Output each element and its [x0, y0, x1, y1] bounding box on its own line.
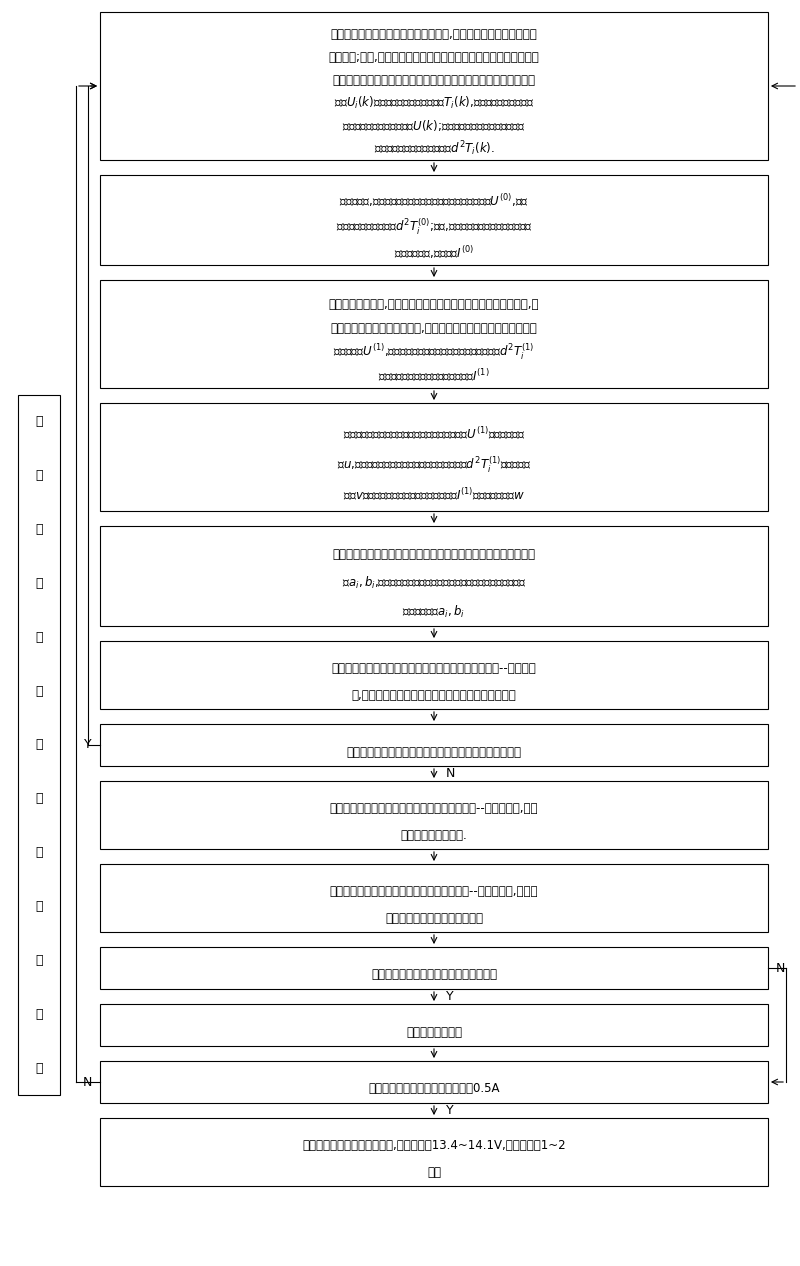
Text: N: N — [82, 1076, 92, 1089]
Bar — [18, 395, 60, 1095]
Text: 小时: 小时 — [427, 1166, 441, 1179]
Bar — [100, 724, 768, 766]
Text: 铅酸蓄电池端电压,各单格温升变化率和充电电流的周期采样序列,分: 铅酸蓄电池端电压,各单格温升变化率和充电电流的周期采样序列,分 — [329, 298, 539, 310]
Text: 利用铅酸蓄电池充电电流的等维递补灰色单变量--阶预测模型,进行: 利用铅酸蓄电池充电电流的等维递补灰色单变量--阶预测模型,进行 — [330, 801, 538, 815]
Text: 获得铅酸蓄电池端电压的灰色一次累加生成序列$U^{(1)}$的均值生成序: 获得铅酸蓄电池端电压的灰色一次累加生成序列$U^{(1)}$的均值生成序 — [342, 425, 526, 442]
Text: 别进行灰色一次累加生成处理,得到铅酸蓄电池端电压的灰色一次累: 别进行灰色一次累加生成处理,得到铅酸蓄电池端电压的灰色一次累 — [330, 322, 538, 334]
Bar — [100, 863, 768, 932]
Bar — [100, 781, 768, 849]
Text: 电池充电电流,得到序列$I^{(0)}$: 电池充电电流,得到序列$I^{(0)}$ — [394, 243, 474, 261]
Text: 利用铅酸蓄电池端电压的等维递补灰色二变量--阶预测模型,进行铅: 利用铅酸蓄电池端电压的等维递补灰色二变量--阶预测模型,进行铅 — [330, 885, 538, 898]
Text: 电: 电 — [35, 577, 42, 590]
Text: 池: 池 — [35, 630, 42, 644]
Text: 各单格温升变化率的跟踪预测结果之差是否超出限定误差: 各单格温升变化率的跟踪预测结果之差是否超出限定误差 — [346, 746, 522, 758]
Text: 加生成序列$U^{(1)}$,各单格温升变化率的灰色一次累加生成序列$d^2T_i^{(1)}$: 加生成序列$U^{(1)}$,各单格温升变化率的灰色一次累加生成序列$d^2T_… — [334, 342, 534, 362]
Text: 序列$v$和充电电流的灰色一次累加生成序列$I^{(1)}$的均值生成序列$w$: 序列$v$和充电电流的灰色一次累加生成序列$I^{(1)}$的均值生成序列$w$ — [343, 487, 525, 504]
Text: 模块通过总线通信传输过来的某采样时刻的铅酸蓄电池的各单格端: 模块通过总线通信传输过来的某采样时刻的铅酸蓄电池的各单格端 — [333, 73, 535, 87]
Text: 适: 适 — [35, 900, 42, 913]
Bar — [100, 1061, 768, 1103]
Text: 格温升变化率采样序列$d^2T_i^{(0)}$;同时,在充电回路中定周期采样铅酸蓄: 格温升变化率采样序列$d^2T_i^{(0)}$;同时,在充电回路中定周期采样铅… — [335, 216, 533, 237]
Text: 铅: 铅 — [35, 415, 42, 428]
Bar — [100, 280, 768, 387]
Text: 进行充电;同时,充电器的微处理模块根据铅酸蓄电池各单格检测电路: 进行充电;同时,充电器的微处理模块根据铅酸蓄电池各单格检测电路 — [329, 51, 539, 65]
Text: 应: 应 — [35, 953, 42, 967]
Text: 利用铅酸蓄电池单格温升变化率的等维递补灰色单变量--阶预测模: 利用铅酸蓄电池单格温升变化率的等维递补灰色单变量--阶预测模 — [332, 662, 536, 675]
Text: 蓄: 蓄 — [35, 523, 42, 536]
Text: Y: Y — [84, 738, 92, 752]
Text: 需的灰作用量$a_i,b_i$: 需的灰作用量$a_i,b_i$ — [402, 604, 466, 620]
Text: 计算铅酸蓄电池各单格温升变化率进行灰色预测跟踪所需的灰作用: 计算铅酸蓄电池各单格温升变化率进行灰色预测跟踪所需的灰作用 — [333, 548, 535, 561]
Text: 酸: 酸 — [35, 470, 42, 482]
Bar — [100, 175, 768, 265]
Text: 型,进行铅酸蓄电池各单格温升变化率的灰色预测跟踪: 型,进行铅酸蓄电池各单格温升变化率的灰色预测跟踪 — [352, 689, 516, 701]
Bar — [100, 1004, 768, 1046]
Bar — [100, 403, 768, 511]
Bar — [100, 11, 768, 160]
Text: 电压$U_i(k)$和铅酸蓄电池的各单格温度$T_i(k)$,按制高原则确定此采样: 电压$U_i(k)$和铅酸蓄电池的各单格温度$T_i(k)$,按制高原则确定此采… — [334, 95, 534, 111]
Text: 自: 自 — [35, 846, 42, 860]
Text: 控: 控 — [35, 1008, 42, 1020]
Text: 充电器按照事先设定的慢脉冲充电方式,以预先设定的初始充电电流: 充电器按照事先设定的慢脉冲充电方式,以预先设定的初始充电电流 — [330, 28, 538, 42]
Text: N: N — [776, 961, 786, 975]
Text: 酸蓄电池端电压的灰色跟踪预测: 酸蓄电池端电压的灰色跟踪预测 — [385, 912, 483, 925]
Text: 启动短时放电操作: 启动短时放电操作 — [406, 1025, 462, 1038]
Text: Y: Y — [446, 1104, 454, 1117]
Bar — [100, 1118, 768, 1186]
Text: 制: 制 — [35, 1062, 42, 1075]
Text: 预测端电压值是否超过设定充电电压阈值: 预测端电压值是否超过设定充电电压阈值 — [371, 968, 497, 981]
Text: 酸蓄电池各单格的温升变化率$d^2T_i(k)$.: 酸蓄电池各单格的温升变化率$d^2T_i(k)$. — [374, 139, 494, 158]
Bar — [100, 947, 768, 989]
Text: 时刻的铅酸蓄电池的端电压$U(k)$;通过逐补二次微分获得此时刻铅: 时刻的铅酸蓄电池的端电压$U(k)$;通过逐补二次微分获得此时刻铅 — [342, 118, 526, 133]
Text: 护: 护 — [35, 738, 42, 752]
Text: 充电电流调整后进行判断是否小于0.5A: 充电电流调整后进行判断是否小于0.5A — [368, 1082, 500, 1095]
Text: N: N — [446, 767, 455, 780]
Text: 列$u$,各单格温升变化率的灰色一次累加生成序列$d^2T_i^{(1)}$的均值生成: 列$u$,各单格温升变化率的灰色一次累加生成序列$d^2T_i^{(1)}$的均… — [337, 454, 531, 475]
Bar — [100, 641, 768, 709]
Text: 纳: 纳 — [35, 793, 42, 805]
Text: 铅酸蓄电池进入浮充充电阶段,充电电压为13.4~14.1V,充电时间为1~2: 铅酸蓄电池进入浮充充电阶段,充电电压为13.4~14.1V,充电时间为1~2 — [302, 1138, 566, 1152]
Text: 维: 维 — [35, 685, 42, 698]
Text: 定周期采样,获得定周期内的铅酸蓄电池的端电压采样序列$U^{(0)}$,各单: 定周期采样,获得定周期内的铅酸蓄电池的端电压采样序列$U^{(0)}$,各单 — [339, 192, 529, 209]
Text: 充电电流的自主预测.: 充电电流的自主预测. — [401, 829, 467, 842]
Text: 和充电电流的灰色一次累加生成序列$I^{(1)}$: 和充电电流的灰色一次累加生成序列$I^{(1)}$ — [378, 368, 490, 384]
Bar — [100, 525, 768, 625]
Text: 量$a_i,b_i$,同时计算铅酸蓄电池充电电流进行灰色系统自主量预测所: 量$a_i,b_i$,同时计算铅酸蓄电池充电电流进行灰色系统自主量预测所 — [342, 575, 526, 591]
Text: Y: Y — [446, 990, 454, 1003]
